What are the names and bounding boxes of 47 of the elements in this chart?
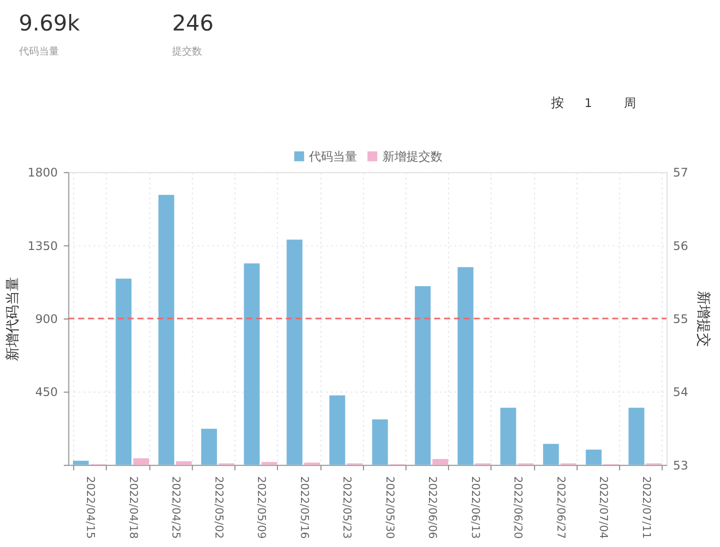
text: 1 <box>584 96 592 110</box>
x-tick-label: 2022/05/02 <box>212 476 226 539</box>
x-tick-label: 2022/05/16 <box>298 476 311 539</box>
bar <box>116 278 132 465</box>
bar <box>586 450 602 465</box>
y2-tick-label: 54 <box>673 385 688 400</box>
x-tick-label: 2022/04/18 <box>126 476 140 539</box>
x-tick-label: 2022/05/23 <box>340 476 354 539</box>
y-tick-label: 900 <box>35 312 58 326</box>
x-tick-label: 2022/07/11 <box>640 476 653 539</box>
text: 246 <box>172 12 214 37</box>
text: 按 <box>550 96 564 111</box>
bar <box>286 240 302 465</box>
x-tick-label: 2022/06/20 <box>512 476 525 539</box>
y-tick-label: 1800 <box>28 166 58 180</box>
y-tick-label: 450 <box>35 385 58 400</box>
text: 周 <box>624 96 636 110</box>
text: 9.69k <box>18 12 80 37</box>
bar <box>543 444 559 465</box>
y2-axis-title: 新增提交 <box>695 290 712 347</box>
text: 代码当量 <box>18 45 59 58</box>
y2-tick-label: 57 <box>673 166 688 180</box>
bar <box>201 428 217 465</box>
bar <box>414 286 431 465</box>
x-tick-label: 2022/05/09 <box>255 476 268 539</box>
x-tick-label: 2022/07/04 <box>597 476 610 539</box>
y2-tick-label: 53 <box>673 458 688 472</box>
y2-tick-label: 55 <box>673 312 688 326</box>
legend-label: 新增提交数 <box>382 149 442 164</box>
y-tick-label: 1350 <box>28 238 58 253</box>
legend-label: 代码当量 <box>308 149 358 164</box>
bar <box>329 395 346 465</box>
x-tick-label: 2022/06/06 <box>426 476 440 539</box>
bar <box>500 408 516 465</box>
x-tick-label: 2022/04/15 <box>84 476 98 539</box>
x-tick-label: 2022/06/27 <box>554 476 568 539</box>
bar <box>158 194 174 465</box>
bar <box>628 408 644 465</box>
y-axis-title: 新增代码当量 <box>4 276 21 361</box>
bar <box>372 419 388 465</box>
y2-tick-label: 56 <box>673 238 688 253</box>
bar <box>458 267 474 465</box>
bar <box>244 263 260 465</box>
text: 提交数 <box>172 45 202 58</box>
x-tick-label: 2022/04/25 <box>170 476 183 539</box>
x-tick-label: 2022/06/13 <box>468 476 482 539</box>
x-tick-label: 2022/05/30 <box>383 476 396 539</box>
